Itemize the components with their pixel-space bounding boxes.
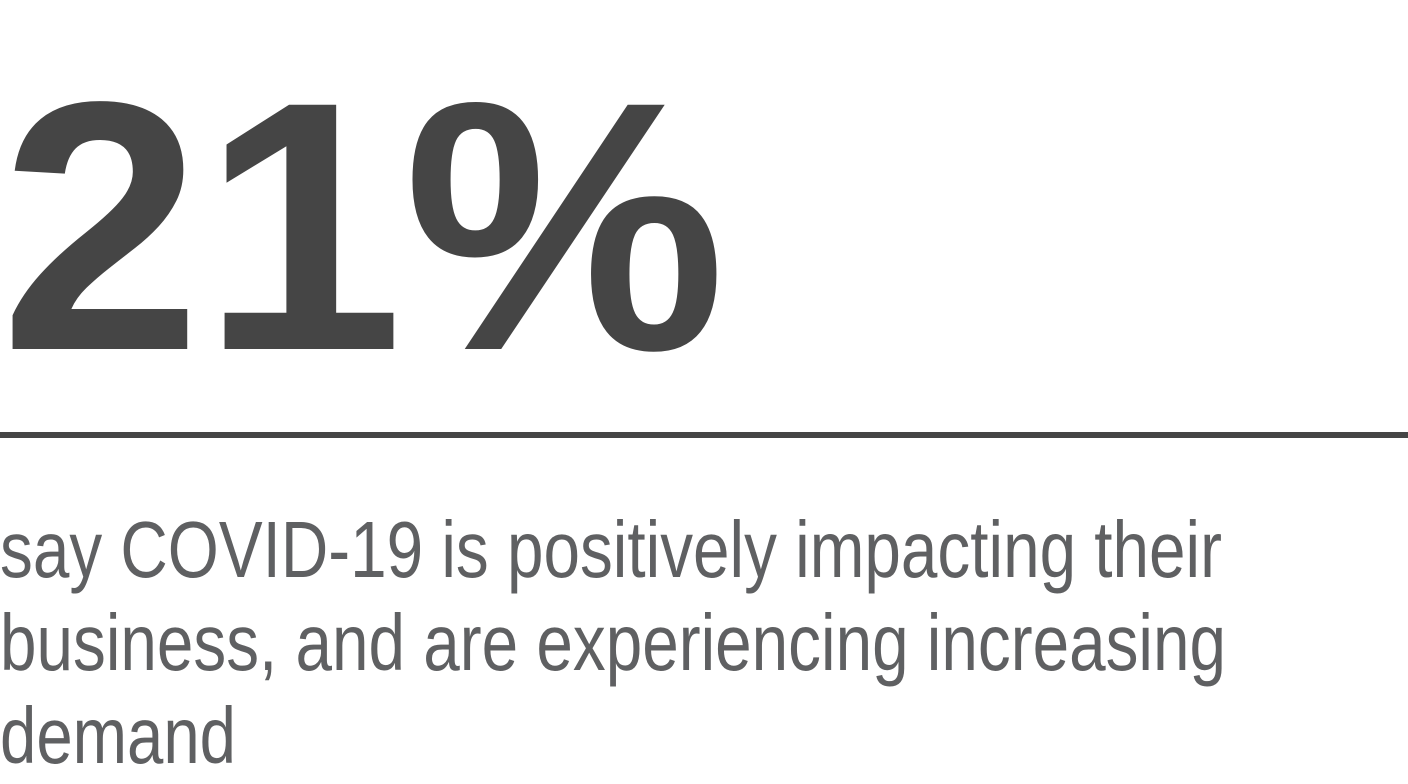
description-line: business, and are experiencing increasin… bbox=[0, 598, 1226, 687]
description-line: say COVID-19 is positively impacting the… bbox=[0, 505, 1222, 594]
divider bbox=[0, 432, 1408, 438]
stat-value: 21% bbox=[0, 29, 726, 425]
description-line: demand bbox=[0, 691, 236, 780]
